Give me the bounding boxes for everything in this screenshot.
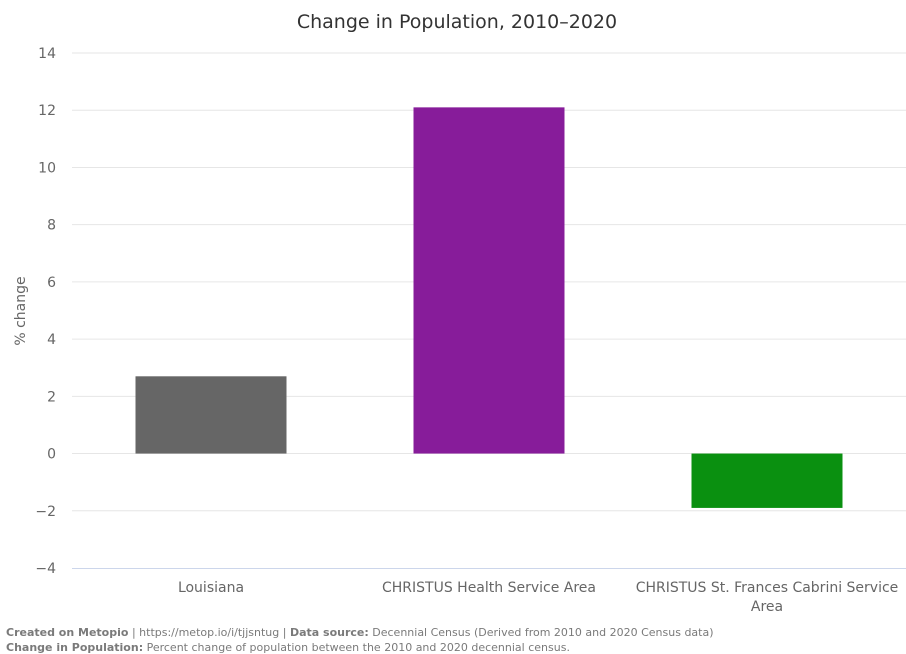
footer-separator: | <box>279 626 290 639</box>
chart-title: Change in Population, 2010–2020 <box>297 11 617 33</box>
x-category-label: Louisiana <box>178 580 244 596</box>
bar-chart: Change in Population, 2010–2020 % change… <box>13 11 906 615</box>
bar-1[interactable] <box>135 376 287 454</box>
bars <box>135 107 843 508</box>
y-tick-label: 6 <box>47 275 56 291</box>
data-source-label: Data source: <box>289 626 369 639</box>
x-axis-categories: Louisiana CHRISTUS Health Service Area CHR… <box>178 580 898 615</box>
created-label: Created on Metopio <box>6 626 129 639</box>
x-category-label: CHRISTUS Health Service Area <box>382 580 596 596</box>
data-source-text: Decennial Census (Derived from 2010 and … <box>368 626 714 639</box>
y-tick-label: 14 <box>38 46 56 62</box>
x-category-label: CHRISTUS St. Frances Cabrini Service <box>636 580 899 596</box>
footer-separator: | <box>128 626 140 639</box>
y-tick-label: −4 <box>35 561 56 577</box>
bar-3[interactable] <box>691 453 843 508</box>
y-tick-label: 12 <box>38 103 56 119</box>
y-tick-label: 2 <box>47 389 56 405</box>
metric-text: Percent change of population between the… <box>143 641 570 654</box>
metric-label: Change in Population: <box>6 641 144 654</box>
y-tick-label: −2 <box>35 504 56 520</box>
x-category-label: Area <box>751 599 783 615</box>
footer-credits: Created on Metopio | https://metop.io/i/… <box>6 626 714 639</box>
y-tick-label: 0 <box>47 447 56 463</box>
y-axis-ticks: −4 −2 0 2 4 6 8 10 12 14 <box>35 46 56 577</box>
bar-2[interactable] <box>413 107 565 454</box>
metopio-link[interactable]: https://metop.io/i/tjjsntug <box>139 626 280 639</box>
y-tick-label: 10 <box>38 160 56 176</box>
y-tick-label: 8 <box>47 218 56 234</box>
y-tick-label: 4 <box>47 332 56 348</box>
y-axis-label: % change <box>13 276 29 345</box>
footer-metric-description: Change in Population: Percent change of … <box>6 641 570 654</box>
